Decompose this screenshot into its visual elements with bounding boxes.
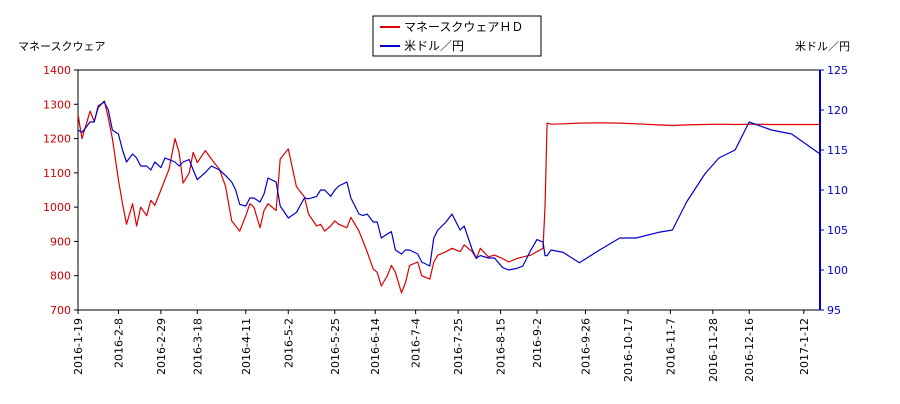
right-tick-label: 110: [827, 184, 848, 197]
left-tick-label: 1300: [43, 98, 71, 111]
legend-label-usdjpy: 米ドル／円: [404, 39, 464, 53]
left-tick-label: 800: [50, 270, 71, 283]
left-tick-label: 1000: [43, 201, 71, 214]
right-tick-label: 115: [827, 144, 848, 157]
legend-label-money-square: マネースクウェアＨＤ: [404, 20, 523, 34]
x-tick-label: 2016-12-16: [743, 318, 756, 382]
right-axis-ticks: 95 100 105 110 115 120 125: [820, 64, 848, 317]
left-tick-label: 900: [50, 235, 71, 248]
series-layer: [77, 100, 821, 294]
series-line-usdjpy: [77, 101, 821, 271]
x-tick-label: 2016-10-17: [622, 318, 635, 382]
x-tick-label: 2016-3-18: [191, 318, 204, 375]
x-tick-label: 2017-1-12: [798, 318, 811, 375]
x-tick-label: 2016-7-4: [410, 318, 423, 368]
right-tick-label: 120: [827, 104, 848, 117]
left-axis-title: マネースクウェア: [18, 40, 105, 53]
left-tick-label: 700: [50, 304, 71, 317]
legend: マネースクウェアＨＤ 米ドル／円: [372, 15, 542, 57]
x-tick-label: 2016-5-25: [329, 318, 342, 375]
x-tick-label: 2016-8-15: [495, 318, 508, 375]
x-tick-label: 2016-1-19: [72, 318, 85, 375]
legend-box: [372, 15, 542, 57]
right-tick-label: 100: [827, 264, 848, 277]
x-tick-label: 2016-4-11: [240, 318, 253, 375]
x-tick-label: 2016-9-2: [531, 318, 544, 368]
series-line-money-square: [77, 100, 820, 294]
left-tick-label: 1100: [43, 167, 71, 180]
x-tick-label: 2016-9-26: [579, 318, 592, 375]
left-axis-ticks: 700 800 900 1000 1100 1200 1300 1400: [43, 64, 78, 317]
plot-frame: [77, 69, 821, 311]
right-axis-title: 米ドル／円: [795, 40, 850, 53]
x-axis-ticks: 2016-1-19 2016-2-8 2016-2-29 2016-3-18 2016-…: [72, 310, 811, 382]
x-tick-label: 2016-2-29: [155, 318, 168, 375]
x-tick-label: 2016-5-2: [282, 318, 295, 368]
left-tick-label: 1400: [43, 64, 71, 77]
right-tick-label: 105: [827, 224, 848, 237]
right-tick-label: 125: [827, 64, 848, 77]
x-tick-label: 2016-11-7: [664, 318, 677, 375]
right-tick-label: 95: [827, 304, 841, 317]
x-tick-label: 2016-6-14: [369, 318, 382, 375]
x-tick-label: 2016-2-8: [112, 318, 125, 368]
x-tick-label: 2016-11-28: [707, 318, 720, 382]
x-tick-label: 2016-7-25: [452, 318, 465, 375]
left-tick-label: 1200: [43, 133, 71, 146]
